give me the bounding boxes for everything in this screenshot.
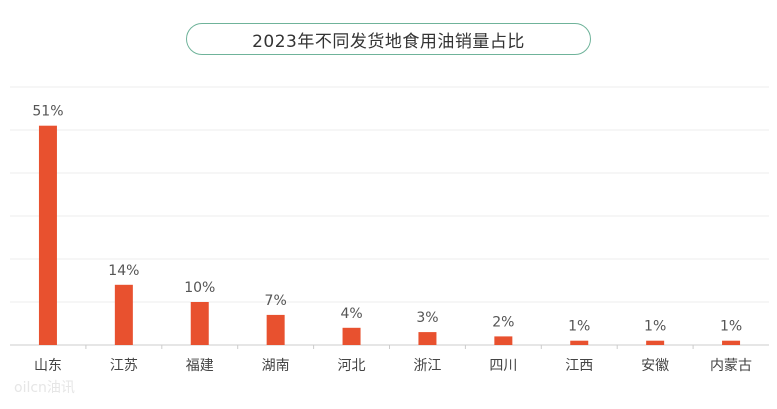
bar xyxy=(494,336,513,345)
x-tick-label: 四川 xyxy=(489,358,517,374)
bar xyxy=(342,327,361,345)
data-label: 3% xyxy=(416,310,438,326)
data-label: 7% xyxy=(265,293,287,309)
chart-title: 2023年不同发货地食用油销量占比 xyxy=(186,23,591,55)
bar xyxy=(418,332,437,345)
x-tick-label: 湖南 xyxy=(262,358,290,374)
data-label: 4% xyxy=(340,306,362,322)
bar xyxy=(114,284,133,345)
data-label: 2% xyxy=(492,314,514,330)
watermark: oilcn油讯 xyxy=(14,380,75,396)
data-label: 51% xyxy=(32,104,63,120)
data-label: 1% xyxy=(720,319,742,335)
x-tick-label: 江苏 xyxy=(110,358,138,374)
bar xyxy=(38,125,57,345)
bar xyxy=(190,302,209,345)
bar xyxy=(570,340,589,345)
x-tick-label: 浙江 xyxy=(413,358,441,374)
bar xyxy=(646,340,665,345)
x-tick-label: 江西 xyxy=(565,358,593,374)
x-tick-label: 内蒙古 xyxy=(710,358,752,374)
x-tick-label: 福建 xyxy=(186,358,214,374)
x-tick-label: 安徽 xyxy=(641,358,669,374)
data-label: 10% xyxy=(184,280,215,296)
x-tick-label: 山东 xyxy=(34,358,62,374)
data-label: 14% xyxy=(108,263,139,279)
data-label: 1% xyxy=(644,319,666,335)
data-label: 1% xyxy=(568,319,590,335)
x-tick-label: 河北 xyxy=(338,358,366,374)
bar xyxy=(266,314,285,345)
bar xyxy=(722,340,741,345)
